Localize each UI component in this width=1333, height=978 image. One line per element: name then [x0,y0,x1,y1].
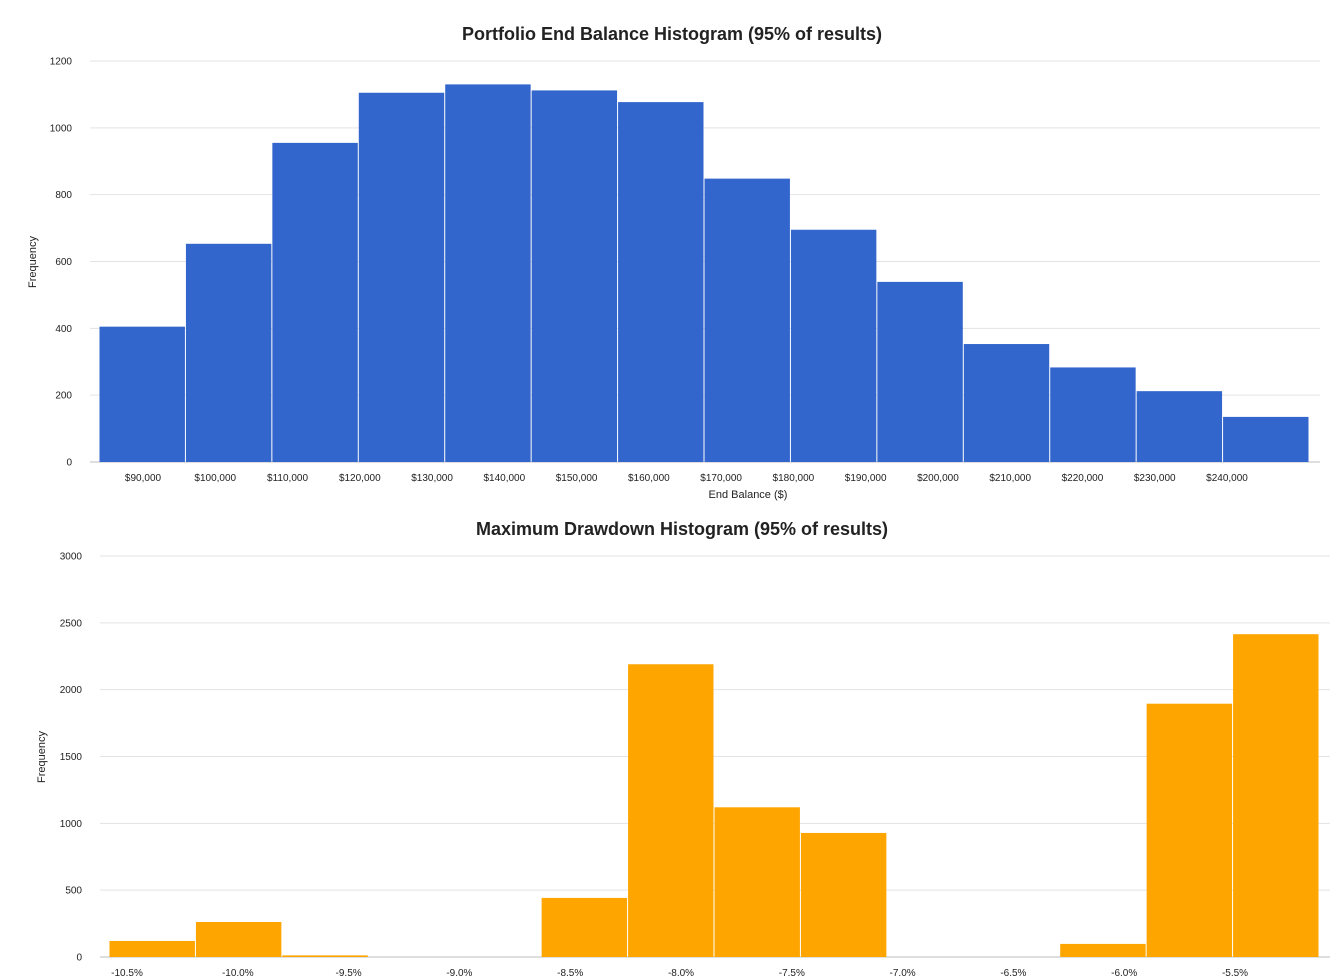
histogram-bar [800,832,887,957]
y-tick-label: 400 [55,324,72,335]
x-tick-label: -7.5% [779,968,805,978]
y-tick-label: 800 [55,190,72,201]
x-tick-label: -5.5% [1222,968,1248,978]
histogram-bar [185,243,272,462]
x-tick-label: -10.5% [111,968,143,978]
y-tick-label: 600 [55,257,72,268]
histogram-bar [1233,634,1319,957]
x-tick-label: $220,000 [1062,473,1104,484]
end-balance-histogram: 0 200 400 600 800 1000 1200 $90,000 $100,000 $11… [27,24,1320,501]
y-tick-label: 0 [66,458,72,469]
y-tick-labels: 0 200 400 600 800 1000 1200 [50,57,73,469]
x-tick-labels: $90,000 $100,000 $110,000 $120,000 $130,000 $… [125,473,1248,484]
bars [99,84,1309,463]
histogram-bar [1050,367,1136,462]
x-tick-label: $170,000 [700,473,742,484]
y-tick-label: 200 [55,391,72,402]
x-tick-label: $210,000 [989,473,1031,484]
x-tick-label: -8.0% [668,968,694,978]
max-drawdown-histogram-panel: 0 500 1000 1500 2000 2500 3000 -10.5% -10.0% -9.… [0,505,1333,978]
x-tick-label: $160,000 [628,473,670,484]
y-tick-label: 1200 [50,57,73,68]
x-tick-label: $140,000 [483,473,525,484]
y-tick-label: 500 [65,886,82,897]
y-tick-label: 2500 [60,618,83,629]
y-tick-label: 1000 [60,819,83,830]
histogram-bar [1060,943,1146,957]
histogram-bar [282,955,368,957]
bars [109,634,1319,957]
x-tick-label: -7.0% [890,968,916,978]
histogram-bar [714,807,800,957]
x-tick-label: $90,000 [125,473,162,484]
x-tick-label: -9.0% [446,968,472,978]
x-tick-label: -10.0% [222,968,254,978]
histogram-bar [790,229,877,462]
histogram-bar [1146,703,1233,957]
y-tick-label: 1000 [50,123,73,134]
y-tick-label: 1500 [60,752,83,763]
x-tick-label: -8.5% [557,968,583,978]
max-drawdown-histogram: 0 500 1000 1500 2000 2500 3000 -10.5% -10.0% -9.… [36,519,1330,978]
histogram-bar [195,921,282,957]
y-tick-labels: 0 500 1000 1500 2000 2500 3000 [60,552,83,964]
y-tick-label: 3000 [60,552,83,563]
histogram-bar [628,664,714,957]
x-tick-label: $110,000 [267,473,308,484]
histogram-bar [704,178,790,463]
x-tick-label: -9.5% [336,968,362,978]
chart-title: Portfolio End Balance Histogram (95% of … [462,24,882,44]
y-tick-label: 0 [76,953,82,964]
histogram-bar [99,326,185,462]
end-balance-histogram-panel: 0 200 400 600 800 1000 1200 $90,000 $100,000 $11… [27,24,1320,501]
x-tick-label: $180,000 [773,473,815,484]
x-tick-label: $130,000 [411,473,453,484]
y-axis-title: Frequency [27,236,39,288]
histogram-bar [541,897,628,957]
x-axis-title: End Balance ($) [709,489,788,501]
chart-title: Maximum Drawdown Histogram (95% of resul… [476,519,888,539]
x-tick-label: $120,000 [339,473,381,484]
x-tick-label: $240,000 [1206,473,1248,484]
histogram-bar [109,940,195,957]
histogram-bar [1223,416,1309,462]
x-tick-label: $190,000 [845,473,887,484]
histogram-bar [1136,391,1223,462]
histogram-bar [963,344,1050,462]
histogram-bar [618,102,704,462]
histogram-bar [531,90,618,462]
x-tick-label: $230,000 [1134,473,1176,484]
histogram-bar [272,142,358,462]
x-tick-label: $150,000 [556,473,598,484]
y-tick-label: 2000 [60,685,83,696]
histogram-bar [358,92,445,462]
x-tick-label: -6.0% [1111,968,1137,978]
histogram-bar [877,281,963,462]
x-tick-label: $200,000 [917,473,959,484]
x-tick-labels: -10.5% -10.0% -9.5% -9.0% -8.5% -8.0% -7.5% -7.… [111,968,1248,978]
y-axis-title: Frequency [36,731,48,783]
histogram-bar [445,84,531,463]
x-tick-label: -6.5% [1000,968,1026,978]
x-tick-label: $100,000 [194,473,236,484]
